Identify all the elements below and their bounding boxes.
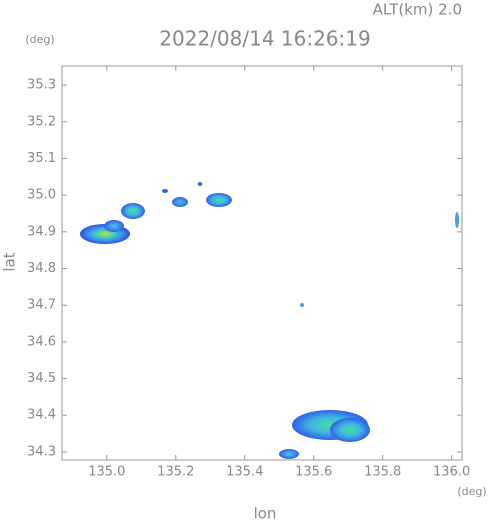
y-tick-label: 35.0 [27,188,56,203]
x-tick-label: 135.8 [364,465,401,480]
echo-cell [330,418,370,442]
y-axis-label: lat [1,252,19,271]
y-tick-label: 35.1 [27,151,56,166]
x-axis-label: lon [254,505,277,522]
x-tick-label: 135.4 [226,465,263,480]
y-tick-label: 35.2 [27,114,56,129]
echo-cell [206,193,232,207]
y-tick-label: 34.9 [27,224,56,239]
echo-cells [80,182,459,459]
echo-cell [300,303,304,307]
y-unit: (deg) [25,33,54,46]
y-tick-label: 35.3 [27,78,56,93]
chart-title: 2022/08/14 16:26:19 [159,27,370,51]
y-tick-label: 34.8 [27,261,56,276]
altitude-label: ALT(km) 2.0 [373,1,462,19]
echo-cell [198,182,202,186]
y-tick-label: 34.4 [27,408,56,423]
y-tick-label: 34.5 [27,371,56,386]
echo-cell [121,203,145,219]
plot-frame [61,65,463,461]
echo-cell [455,212,459,228]
x-tick-label: 135.2 [157,465,194,480]
y-tick-label: 34.6 [27,334,56,349]
x-tick-label: 135.6 [295,465,332,480]
x-tick-label: 136.0 [433,465,470,480]
echo-cell [279,449,299,459]
x-tick-label: 135.0 [88,465,125,480]
echo-cell [162,189,168,193]
echo-cell [172,197,188,207]
y-tick-label: 34.7 [27,298,56,313]
echo-cell [104,220,124,232]
y-tick-label: 34.3 [27,444,56,459]
x-unit: (deg) [457,485,486,498]
